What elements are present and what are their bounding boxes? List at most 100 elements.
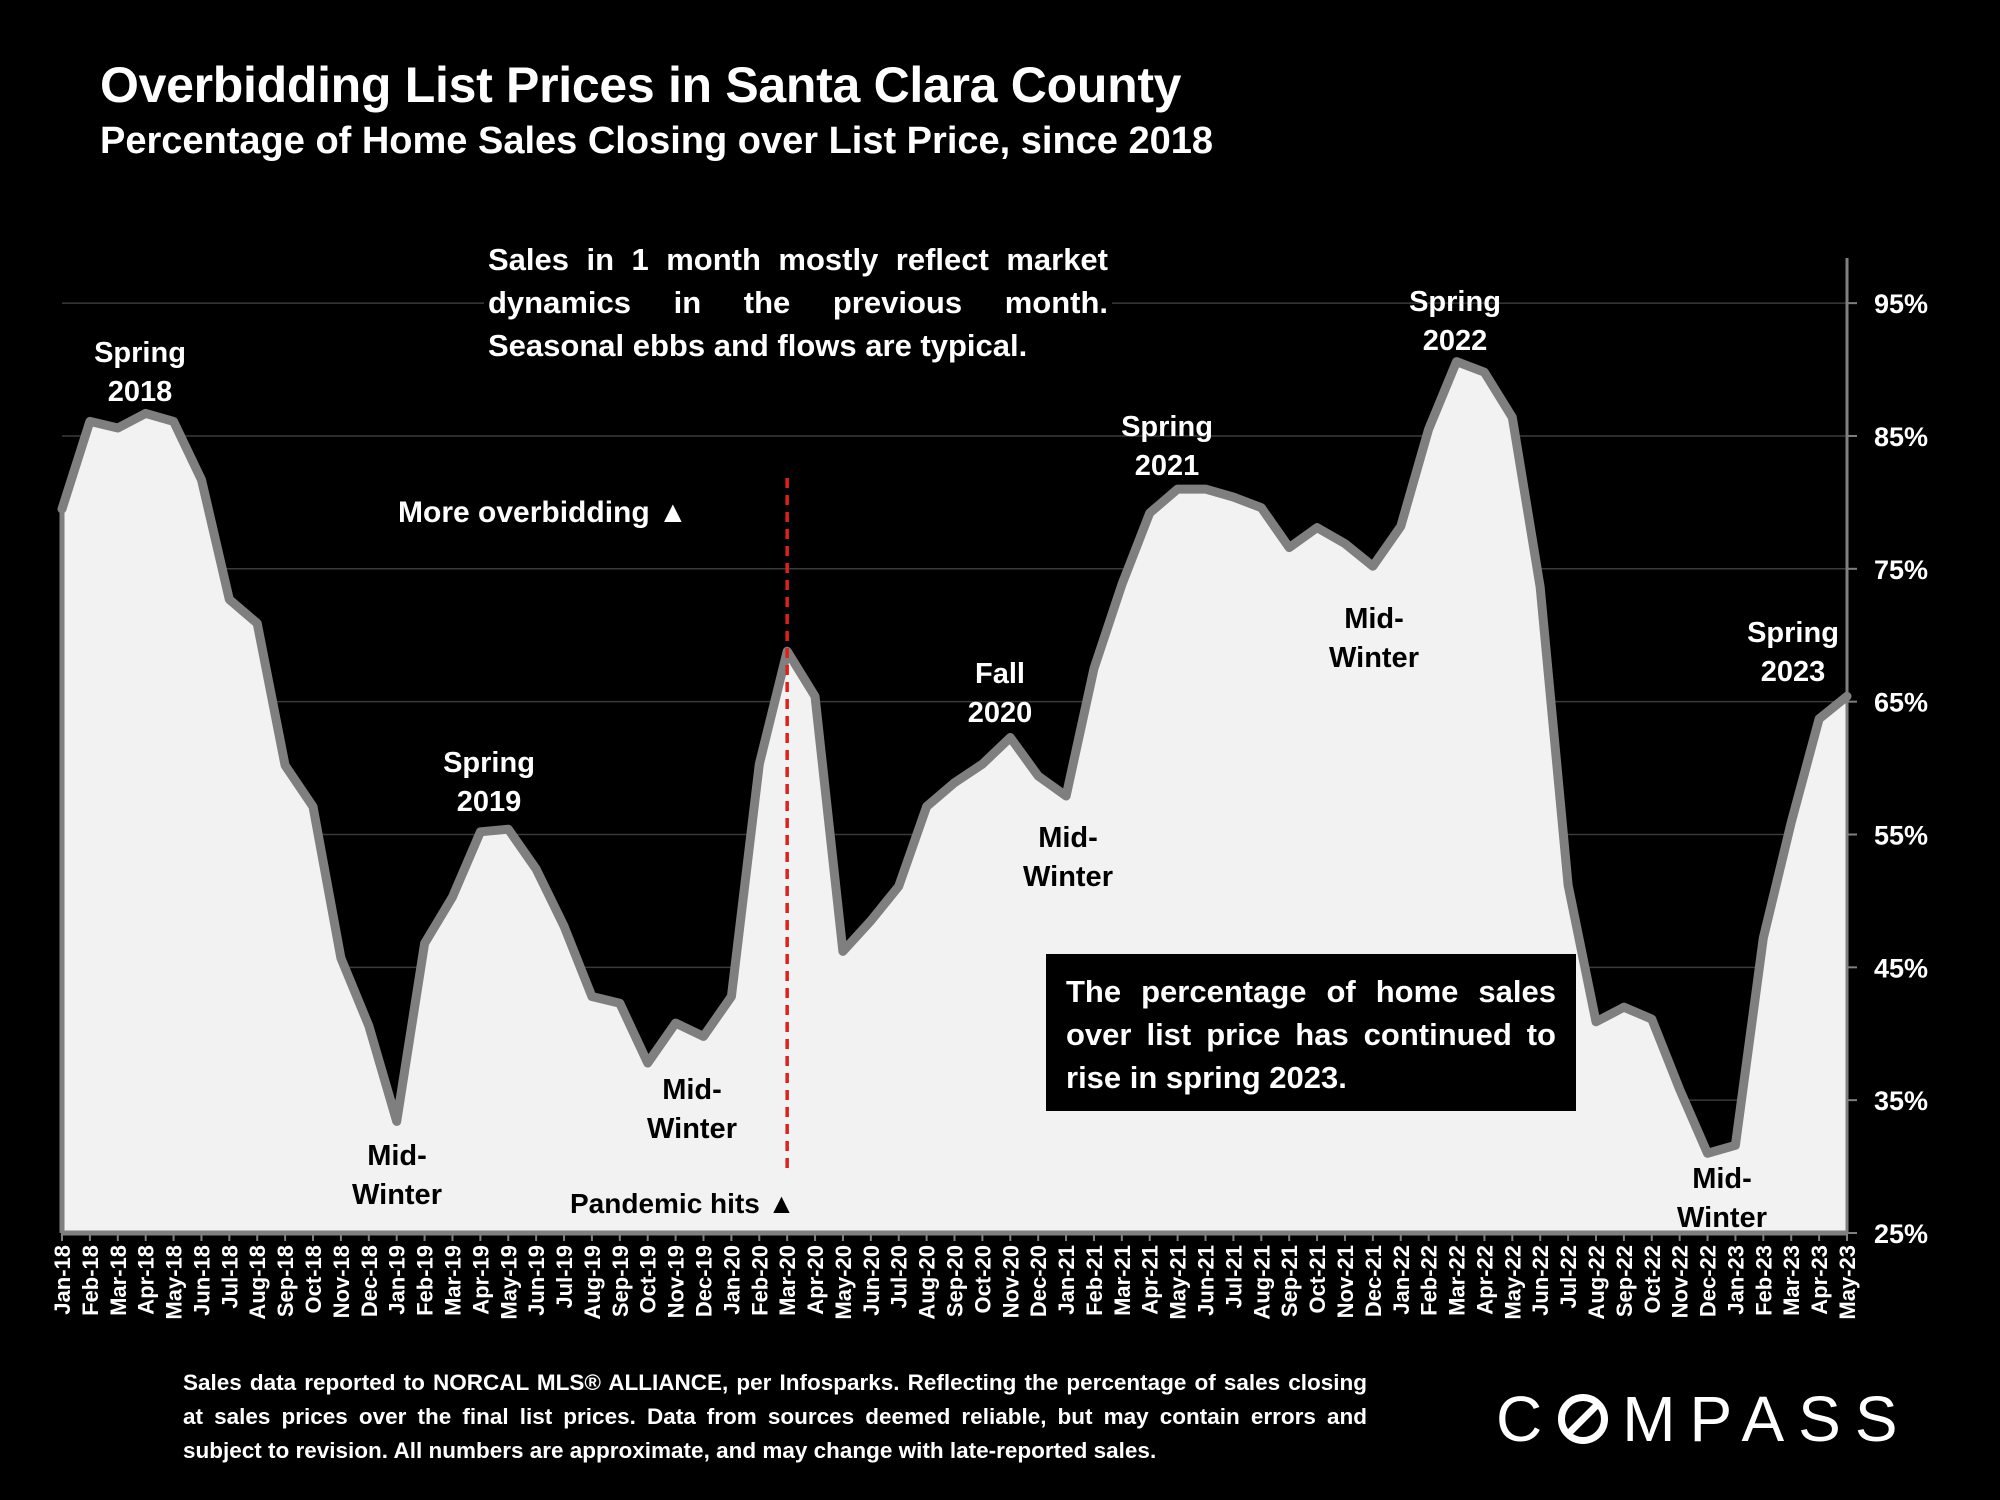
data-point bbox=[1426, 426, 1432, 432]
x-tick-label: Jan-20 bbox=[719, 1245, 744, 1315]
data-point bbox=[924, 804, 930, 810]
data-point bbox=[561, 923, 567, 929]
chart-title: Overbidding List Prices in Santa Clara C… bbox=[100, 57, 1182, 113]
season-label: 2021 bbox=[1135, 450, 1200, 482]
data-point bbox=[226, 596, 232, 602]
x-tick-label: Aug-19 bbox=[580, 1245, 605, 1320]
x-tick-label: Nov-19 bbox=[664, 1245, 689, 1318]
y-tick-label: 85% bbox=[1874, 422, 1928, 452]
data-point bbox=[422, 940, 428, 946]
season-label: 2023 bbox=[1761, 656, 1826, 688]
y-tick-label: 35% bbox=[1874, 1086, 1928, 1116]
x-tick-label: Feb-23 bbox=[1751, 1245, 1776, 1316]
season-label: Mid- bbox=[1344, 603, 1404, 635]
x-tick-label: Apr-21 bbox=[1138, 1245, 1163, 1315]
data-point bbox=[1147, 510, 1153, 516]
data-point bbox=[1314, 525, 1320, 531]
x-tick-label: Aug-18 bbox=[245, 1245, 270, 1320]
data-point bbox=[1175, 486, 1181, 492]
data-point bbox=[1230, 494, 1236, 500]
season-label: Spring bbox=[1121, 411, 1213, 443]
data-point bbox=[728, 994, 734, 999]
x-tick-label: Apr-19 bbox=[468, 1245, 493, 1315]
y-tick-label: 75% bbox=[1874, 555, 1928, 585]
logo-letters-mpass: MPASS bbox=[1622, 1383, 1912, 1455]
season-label: 2018 bbox=[108, 376, 173, 408]
data-point bbox=[338, 955, 344, 961]
data-point bbox=[979, 761, 985, 767]
data-point bbox=[115, 425, 121, 431]
data-point bbox=[171, 418, 177, 424]
season-label: Spring bbox=[94, 337, 186, 369]
data-point bbox=[868, 918, 874, 924]
x-tick-label: Nov-21 bbox=[1333, 1245, 1358, 1318]
x-tick-label: Feb-20 bbox=[747, 1245, 772, 1316]
season-label: Winter bbox=[1677, 1202, 1767, 1234]
x-tick-label: Feb-21 bbox=[1082, 1245, 1107, 1316]
data-point bbox=[1677, 1087, 1683, 1092]
x-tick-label: Jan-18 bbox=[50, 1245, 75, 1315]
x-tick-label: Jan-19 bbox=[385, 1245, 410, 1315]
source-footnote: Sales data reported to NORCAL MLS® ALLIA… bbox=[183, 1370, 1367, 1463]
data-point bbox=[1370, 563, 1376, 569]
data-point bbox=[1732, 1142, 1738, 1148]
x-tick-label: Feb-22 bbox=[1417, 1245, 1442, 1316]
x-tick-label: Jun-18 bbox=[189, 1245, 214, 1316]
data-point bbox=[1398, 523, 1404, 529]
data-point bbox=[1649, 1016, 1655, 1022]
data-point bbox=[840, 948, 846, 954]
season-label: Winter bbox=[647, 1113, 737, 1145]
x-tick-label: Feb-19 bbox=[413, 1245, 438, 1316]
x-tick-label: Oct-19 bbox=[636, 1245, 661, 1313]
seasonality-note: Sales in 1 month mostly reflect market d… bbox=[484, 238, 1112, 367]
data-point bbox=[756, 761, 762, 767]
x-tick-label: Jul-18 bbox=[217, 1245, 242, 1309]
data-point bbox=[533, 866, 539, 872]
data-point bbox=[1816, 716, 1822, 722]
x-tick-label: Oct-21 bbox=[1305, 1245, 1330, 1313]
compass-o-icon bbox=[1558, 1394, 1609, 1444]
x-tick-label: Sep-21 bbox=[1277, 1245, 1302, 1317]
y-tick-label: 95% bbox=[1874, 289, 1928, 319]
spring-2023-callout: The percentage of home sales over list p… bbox=[1046, 954, 1576, 1111]
x-tick-label: May-23 bbox=[1835, 1245, 1860, 1320]
data-point bbox=[394, 1118, 400, 1124]
x-tick-label: May-18 bbox=[162, 1245, 187, 1320]
data-point bbox=[1481, 369, 1487, 375]
data-point bbox=[952, 780, 957, 786]
x-tick-label: Mar-23 bbox=[1779, 1245, 1804, 1316]
data-point bbox=[87, 418, 93, 424]
data-point bbox=[310, 804, 316, 810]
data-point bbox=[199, 477, 204, 483]
season-label: Mid- bbox=[662, 1074, 722, 1106]
season-label: Winter bbox=[352, 1179, 442, 1211]
x-tick-label: Dec-22 bbox=[1696, 1245, 1721, 1317]
data-point bbox=[254, 620, 260, 626]
logo-letter-c: C bbox=[1496, 1383, 1557, 1455]
x-tick-label: Nov-22 bbox=[1668, 1245, 1693, 1318]
data-point bbox=[143, 410, 149, 416]
season-label: Mid- bbox=[1692, 1163, 1752, 1195]
compass-logo: C MPASS bbox=[1496, 1382, 1912, 1456]
x-tick-label: Nov-20 bbox=[998, 1245, 1023, 1318]
x-tick-label: May-19 bbox=[496, 1245, 521, 1320]
data-point bbox=[450, 894, 455, 900]
x-tick-label: Jan-23 bbox=[1723, 1245, 1748, 1315]
x-tick-label: Sep-19 bbox=[608, 1245, 633, 1317]
x-tick-label: Oct-20 bbox=[970, 1245, 995, 1313]
data-point bbox=[1007, 735, 1013, 740]
data-point bbox=[282, 762, 288, 768]
x-tick-label: May-22 bbox=[1500, 1245, 1525, 1320]
data-point bbox=[1537, 584, 1543, 590]
data-point bbox=[1565, 882, 1571, 888]
x-tick-label: Dec-18 bbox=[357, 1245, 382, 1317]
x-tick-label: Dec-20 bbox=[1026, 1245, 1051, 1317]
data-point bbox=[1119, 582, 1125, 588]
data-point bbox=[477, 829, 483, 835]
chart-subtitle: Percentage of Home Sales Closing over Li… bbox=[100, 120, 1214, 162]
x-tick-label: Dec-21 bbox=[1361, 1245, 1386, 1317]
season-label: Winter bbox=[1329, 642, 1419, 674]
data-point bbox=[1760, 935, 1766, 941]
x-tick-label: Nov-18 bbox=[329, 1245, 354, 1318]
